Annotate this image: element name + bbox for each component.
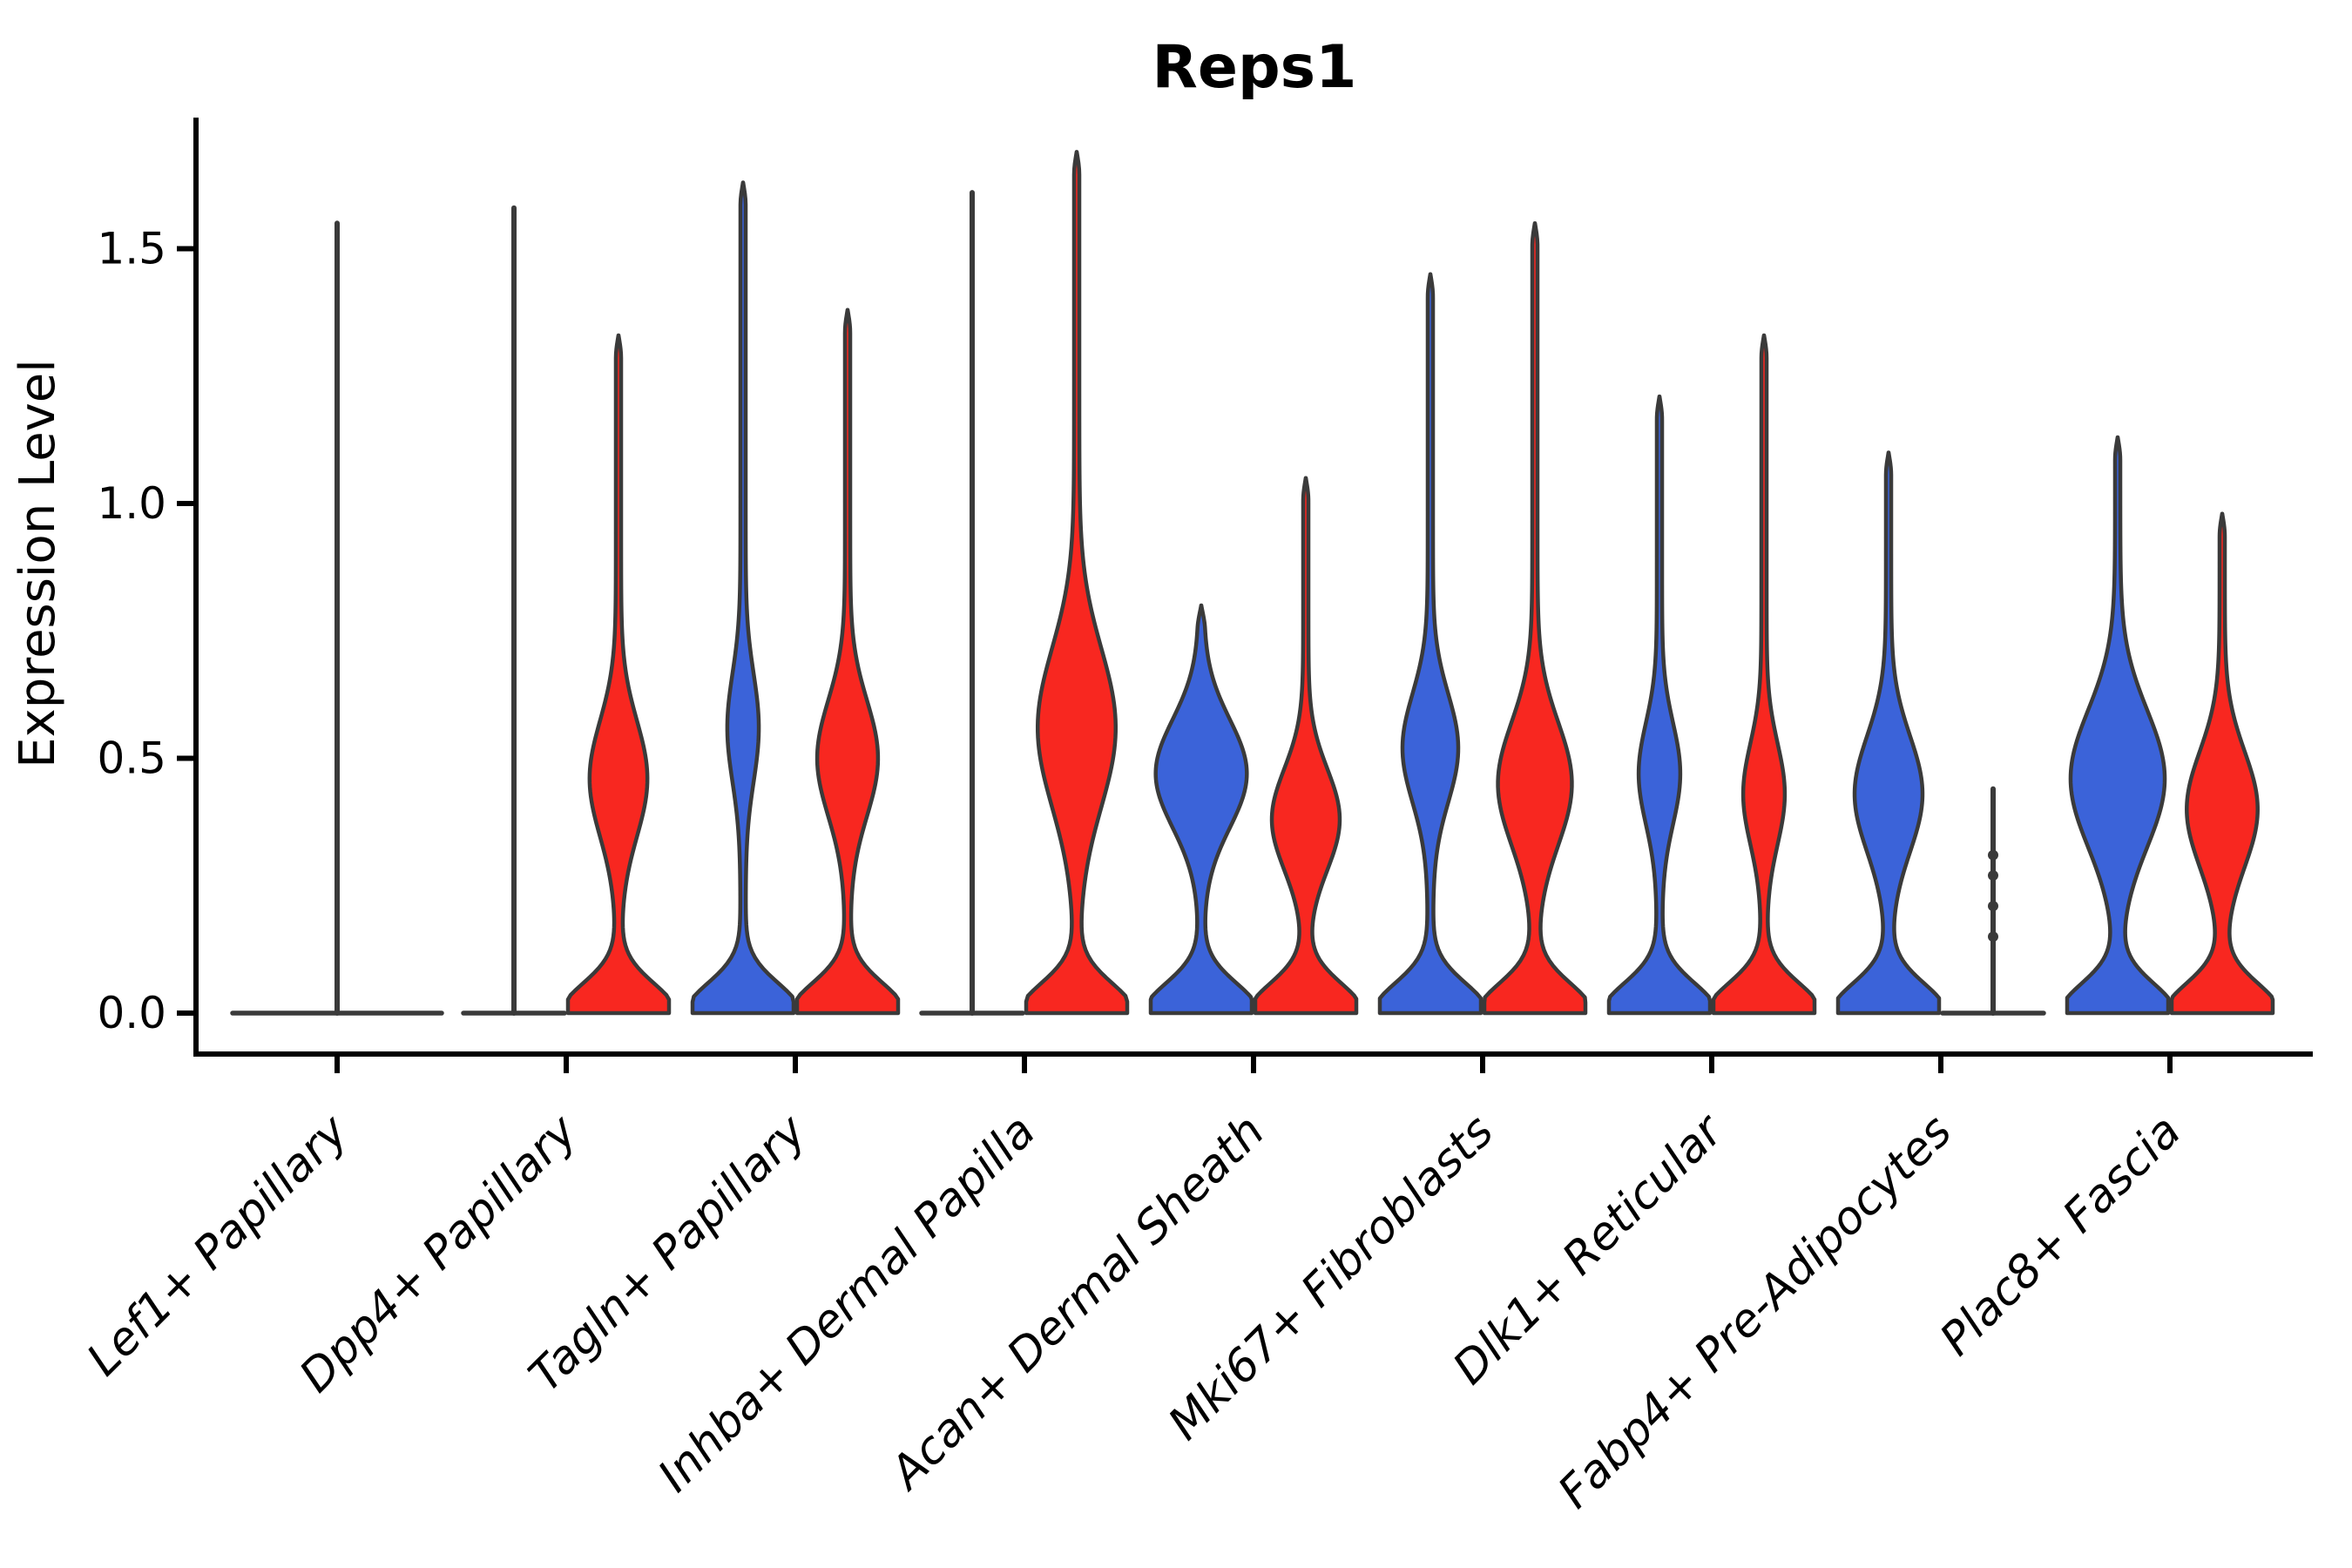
violin-red-cat9 — [2169, 511, 2275, 1016]
violin-blue-cat5 — [1148, 603, 1254, 1016]
violin-blue-cat6 — [1377, 272, 1484, 1016]
violin-blue-cat9 — [2065, 435, 2171, 1016]
y-axis-label: Expression Level — [10, 359, 66, 768]
violin-red-cat2 — [565, 333, 672, 1016]
violin-glyphs — [230, 150, 2275, 1016]
chart-title: Reps1 — [1152, 33, 1357, 102]
violin-red-cat8-knot — [1988, 931, 1998, 943]
x-tick-label: Inhba+ Dermal Papilla — [648, 1105, 1045, 1503]
violin-blue-cat7 — [1606, 394, 1713, 1016]
violin-red-cat8-knot — [1988, 849, 1998, 861]
violin-red-cat8-knot — [1988, 870, 1998, 882]
violin-blue-cat3 — [690, 180, 796, 1016]
y-tick-label: 0.0 — [97, 988, 166, 1038]
violin-red-cat8-knot — [1988, 901, 1998, 912]
violin-red-cat7 — [1711, 333, 1817, 1016]
violin-red-cat3 — [794, 308, 901, 1016]
y-tick-label: 1.5 — [97, 224, 166, 274]
y-tick-label: 1.0 — [97, 478, 166, 529]
x-tick-label: Plac8+ Fascia — [1930, 1105, 2191, 1366]
violin-red-cat4 — [1024, 150, 1130, 1016]
violin-red-cat5 — [1253, 476, 1359, 1016]
violin-blue-cat8 — [1835, 450, 1942, 1016]
x-tick-label: Acan+ Dermal Sheath — [879, 1105, 1274, 1501]
y-tick-labels: 0.0 0.5 1.0 1.5 — [97, 224, 166, 1039]
violin-red-cat6 — [1482, 221, 1588, 1016]
x-tick-label: Fabp4+ Pre-Adipocytes — [1549, 1105, 1963, 1519]
y-tick-label: 0.5 — [97, 733, 166, 784]
axes — [177, 118, 2313, 1073]
